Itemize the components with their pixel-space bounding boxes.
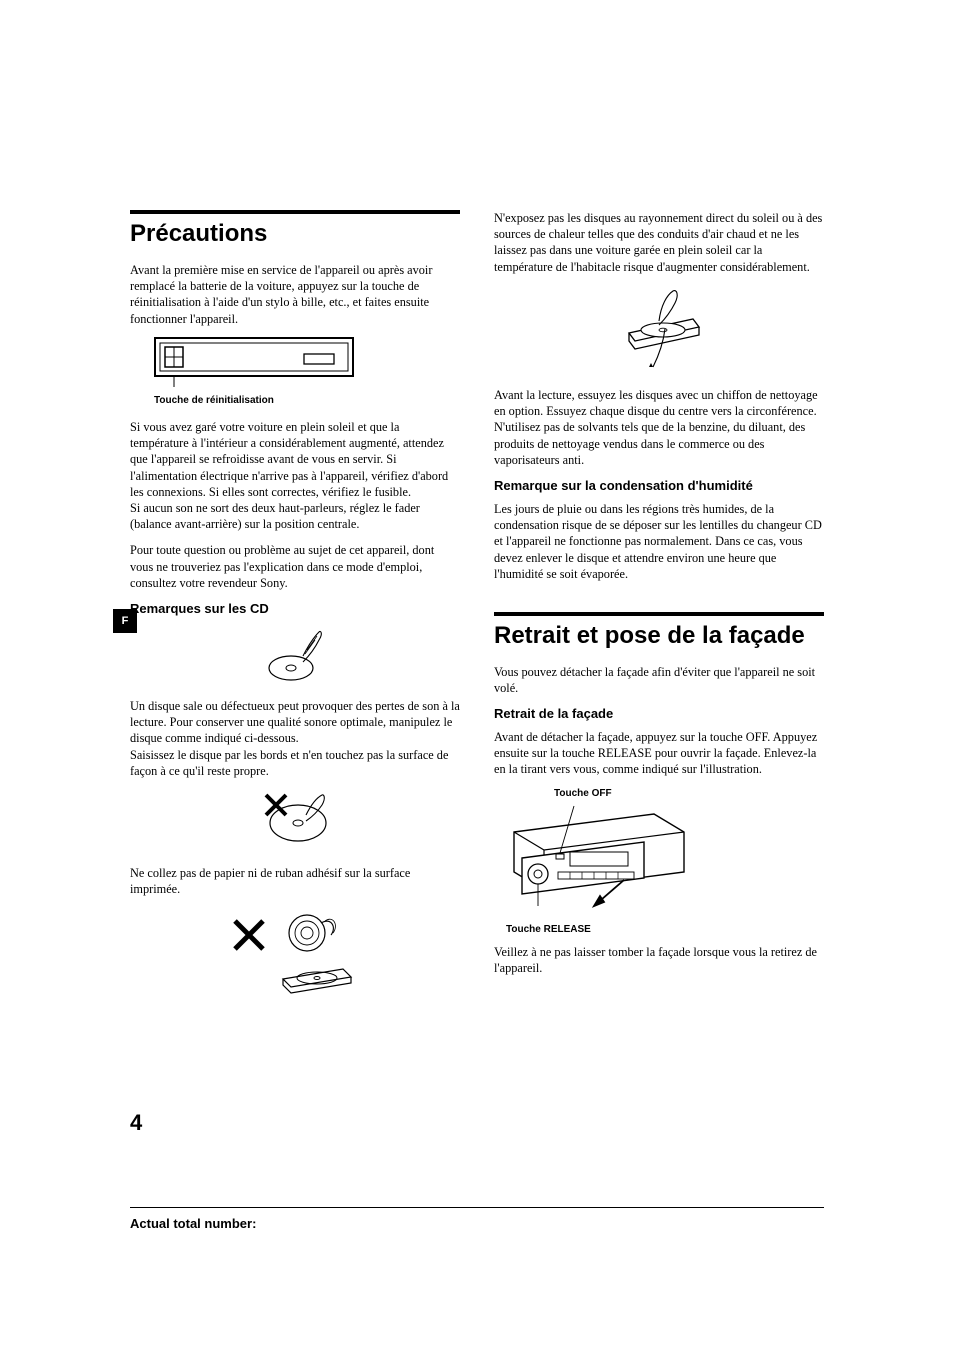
figure-facade-removal: Touche OFF [494,788,824,936]
reset-panel-icon [154,337,354,391]
subheading-cd: Remarques sur les CD [130,601,460,618]
figure-reset-panel: Touche de réinitialisation [154,337,460,407]
figure-disc-in-case [494,285,824,375]
paragraph: Avant la lecture, essuyez les disques av… [494,387,824,468]
left-column: Précautions Avant la première mise en se… [130,210,460,1019]
spacer [494,592,824,612]
paragraph: Un disque sale ou défectueux peut provoq… [130,698,460,779]
paragraph: Pour toute question ou problème au sujet… [130,542,460,591]
paragraph: Vous pouvez détacher la façade afin d'év… [494,664,824,696]
disc-eject-icon [599,285,719,375]
page-number: 4 [130,1110,142,1136]
section-rule [494,612,824,616]
paragraph: Ne collez pas de papier ni de ruban adhé… [130,865,460,897]
caption-reset: Touche de réinitialisation [154,395,274,407]
two-column-layout: Précautions Avant la première mise en se… [130,210,824,1019]
caption-release: Touche RELEASE [506,924,824,936]
page: F Précautions Avant la première mise en … [0,0,954,1351]
hand-holding-disc-icon [255,626,335,686]
right-column: N'exposez pas les disques au rayonnement… [494,210,824,1019]
paragraph: Si vous avez garé votre voiture en plein… [130,419,460,533]
footer: Actual total number: [130,1207,824,1231]
paragraph: Avant la première mise en service de l'a… [130,262,460,327]
heading-facade: Retrait et pose de la façade [494,622,824,650]
language-tab: F [113,609,137,633]
facade-removal-icon [494,802,704,922]
figure-disc-no-touch [130,789,460,853]
figure-hand-disc [130,626,460,686]
subheading-condensation: Remarque sur la condensation d'humidité [494,478,824,495]
paragraph: Veillez à ne pas laisser tomber la façad… [494,944,824,976]
section-rule [130,210,460,214]
disc-no-label-icon [215,907,375,1007]
paragraph: Avant de détacher la façade, appuyez sur… [494,729,824,778]
subheading-retrait: Retrait de la façade [494,706,824,723]
paragraph: N'exposez pas les disques au rayonnement… [494,210,824,275]
paragraph: Les jours de pluie ou dans les régions t… [494,501,824,582]
footer-text: Actual total number: [130,1216,256,1231]
heading-precautions: Précautions [130,220,460,248]
caption-off: Touche OFF [554,788,824,800]
disc-no-touch-icon [250,789,340,853]
figure-disc-no-label [130,907,460,1007]
